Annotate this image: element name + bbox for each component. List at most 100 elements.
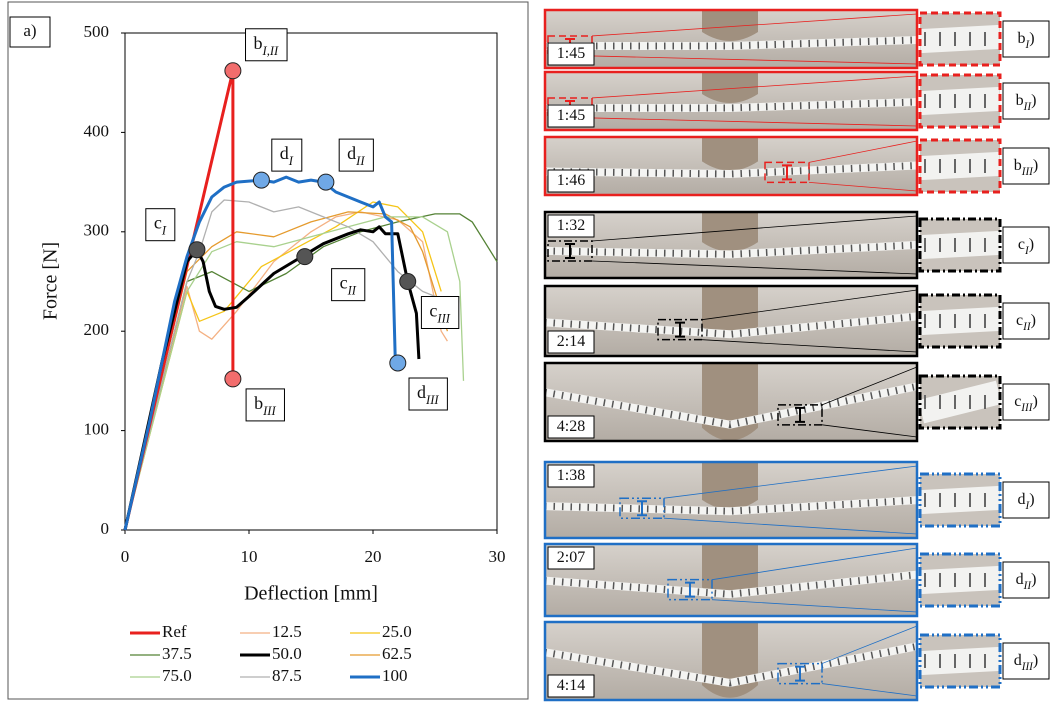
annotation-sub: I bbox=[1024, 39, 1030, 51]
time-box bbox=[547, 464, 595, 488]
zoom-region bbox=[547, 35, 593, 57]
annotation-letter: c bbox=[1016, 312, 1023, 329]
annotation-letter: b bbox=[1016, 92, 1024, 109]
annotation-sub: II bbox=[355, 154, 365, 168]
loading-nose bbox=[702, 72, 758, 103]
side-label-box bbox=[1002, 642, 1050, 680]
x-axis-title: Deflection [mm] bbox=[244, 583, 378, 605]
y-axis-title: Force [N] bbox=[40, 242, 62, 320]
inset-frame bbox=[918, 374, 1002, 430]
inset-frame bbox=[918, 11, 1002, 67]
marker bbox=[389, 354, 407, 372]
legend-label: 62.5 bbox=[382, 644, 412, 663]
photo-frame bbox=[543, 284, 919, 358]
annotation: cIII) bbox=[1014, 393, 1038, 414]
side-label-box bbox=[1002, 561, 1050, 599]
legend-label: 75.0 bbox=[162, 666, 192, 685]
time-label: 2:14 bbox=[557, 333, 585, 350]
time-label: 1:32 bbox=[557, 217, 585, 234]
annotation-suffix: ) bbox=[1033, 652, 1038, 669]
y-tick-label: 100 bbox=[84, 420, 110, 439]
annotation-letter: b bbox=[254, 33, 263, 53]
time-label: 1:46 bbox=[557, 172, 585, 189]
zoom-line bbox=[808, 140, 918, 163]
annotation: cI) bbox=[1018, 236, 1034, 257]
annotation-letter: c bbox=[429, 301, 437, 321]
photo-frame bbox=[543, 8, 919, 70]
series-line bbox=[124, 213, 498, 531]
loading-nose bbox=[702, 137, 758, 171]
annotation-sub: II bbox=[347, 284, 357, 298]
zoom-line bbox=[591, 215, 918, 242]
side-label-box bbox=[1002, 82, 1050, 120]
time-box bbox=[547, 169, 595, 193]
y-tick-label: 400 bbox=[84, 121, 110, 140]
annotation-sub: III bbox=[262, 404, 276, 418]
annotation-sub: III bbox=[1021, 166, 1034, 178]
time-box bbox=[547, 104, 595, 128]
annotation-suffix: ) bbox=[1029, 30, 1034, 47]
beam-ticks bbox=[544, 642, 918, 687]
side-label-box bbox=[1002, 147, 1050, 185]
inset-beam bbox=[919, 151, 1001, 181]
zoom-mark bbox=[685, 581, 695, 598]
annotation: cIII bbox=[429, 301, 450, 326]
side-label-box bbox=[1002, 302, 1050, 340]
time-label: 2:07 bbox=[557, 549, 585, 566]
legend-label: 50.0 bbox=[272, 644, 302, 663]
annotation-sub: I bbox=[1024, 500, 1030, 512]
beam bbox=[544, 496, 918, 516]
beam bbox=[544, 240, 918, 259]
loading-nose bbox=[702, 10, 758, 41]
annotation-suffix: ) bbox=[1031, 312, 1036, 329]
zoom-line bbox=[821, 683, 918, 697]
annotation-box bbox=[271, 138, 303, 172]
annotation: bI,II bbox=[254, 33, 280, 58]
annotation: dI) bbox=[1017, 491, 1034, 512]
loading-nose bbox=[702, 363, 758, 441]
loading-nose bbox=[702, 212, 758, 252]
annotation: bIII) bbox=[1014, 157, 1039, 178]
annotation-letter: b bbox=[1014, 157, 1022, 174]
time-label: 1:45 bbox=[557, 107, 585, 124]
plot-frame bbox=[124, 32, 498, 531]
annotation-letter: d bbox=[347, 143, 356, 163]
annotation-letter: d bbox=[417, 382, 426, 402]
zoom-line bbox=[711, 599, 918, 613]
beam bbox=[544, 161, 918, 179]
marker bbox=[224, 62, 242, 80]
zoom-line bbox=[663, 517, 918, 535]
annotation-letter: c bbox=[1018, 236, 1025, 253]
annotation-box bbox=[245, 388, 285, 422]
annotation-sub: III bbox=[436, 311, 450, 325]
annotation: bIII bbox=[254, 393, 276, 418]
series-line bbox=[124, 201, 442, 531]
annotation-letter: b bbox=[1017, 30, 1025, 47]
annotation: dI bbox=[280, 143, 294, 168]
annotation-letter: b bbox=[254, 393, 263, 413]
loading-nose bbox=[702, 544, 758, 599]
loading-nose bbox=[702, 462, 758, 510]
annotation-sub: I bbox=[1024, 245, 1030, 257]
inset-beam bbox=[919, 24, 1001, 54]
annotation-sub: III bbox=[1021, 661, 1034, 673]
annotation-sub: II bbox=[1022, 321, 1032, 333]
zoom-line bbox=[591, 260, 918, 275]
series-line bbox=[124, 211, 449, 531]
zoom-line bbox=[591, 117, 918, 127]
y-tick-label: 500 bbox=[84, 22, 110, 41]
legend-label: 12.5 bbox=[272, 622, 302, 641]
photo-frame bbox=[543, 70, 919, 132]
annotation-suffix: ) bbox=[1032, 393, 1037, 410]
beam bbox=[545, 35, 918, 50]
photo-frame bbox=[543, 460, 919, 540]
zoom-region bbox=[547, 240, 593, 262]
zoom-line bbox=[821, 625, 918, 664]
annotation-sub: II bbox=[1023, 101, 1033, 113]
time-label: 4:14 bbox=[557, 677, 585, 694]
annotation-sub: I,II bbox=[262, 44, 280, 58]
series-line bbox=[124, 211, 448, 531]
inset-frame bbox=[918, 472, 1002, 528]
zoom-region bbox=[547, 97, 593, 119]
